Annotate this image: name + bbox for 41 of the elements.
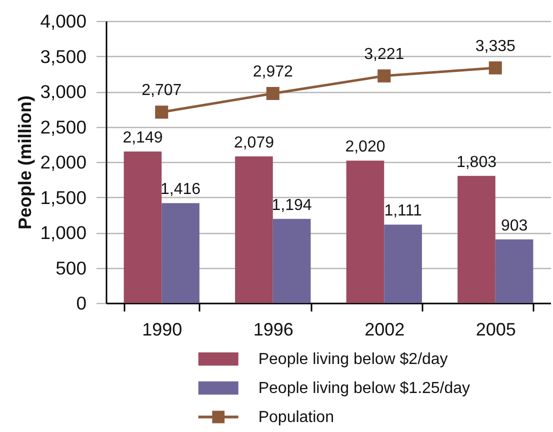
legend-label: People living below $2/day — [258, 351, 448, 368]
y-tick-label: 3,000 — [40, 81, 86, 102]
y-tick-label: 4,000 — [40, 10, 86, 32]
bar — [162, 203, 200, 303]
data-label: 3,335 — [475, 38, 516, 55]
y-tick-label: 500 — [56, 257, 86, 278]
data-label: 2,149 — [122, 129, 163, 146]
data-label: 903 — [500, 217, 528, 234]
legend-label: People living below $1.25/day — [258, 380, 470, 397]
bar — [346, 160, 384, 303]
y-tick-label: 1,000 — [40, 222, 86, 243]
data-label: 2,020 — [345, 138, 386, 156]
y-tick-label: 3,500 — [40, 46, 86, 67]
data-label: 1,416 — [160, 181, 201, 198]
bar — [458, 176, 496, 303]
data-label: 1,111 — [384, 202, 422, 220]
data-label: 1,194 — [272, 196, 312, 214]
x-tick-label: 1990 — [142, 320, 182, 340]
y-tick-label: 2,500 — [40, 116, 86, 138]
y-tick-label: 2,000 — [40, 152, 86, 172]
data-label: 3,221 — [364, 46, 404, 63]
point — [378, 69, 391, 82]
data-label: 2,079 — [234, 134, 274, 152]
x-tick-label: 2002 — [364, 320, 405, 340]
point — [488, 61, 502, 74]
y-tick-label: 0 — [76, 292, 86, 314]
data-label: 2,972 — [252, 63, 293, 80]
legend-label: Population — [258, 409, 334, 426]
bar — [384, 224, 422, 303]
x-tick-label: 2005 — [476, 320, 516, 340]
x-tick-label: 1996 — [253, 320, 294, 340]
data-label: 1,803 — [456, 154, 497, 171]
data-label: 2,707 — [142, 82, 182, 100]
y-axis-title: People (million) — [15, 95, 36, 230]
bar — [124, 151, 162, 303]
bar — [235, 156, 273, 303]
point — [266, 86, 280, 100]
y-tick-label: 1,500 — [40, 186, 86, 208]
bar — [495, 239, 534, 303]
point — [155, 106, 168, 119]
bar — [272, 218, 311, 303]
